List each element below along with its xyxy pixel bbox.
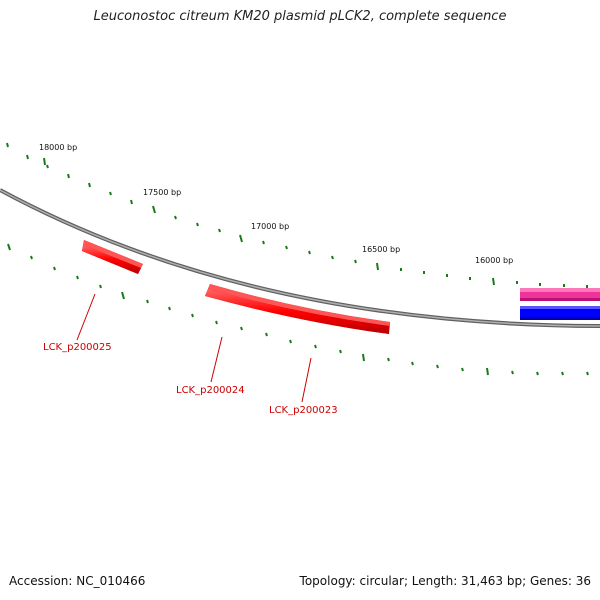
tick-16000 bbox=[492, 277, 495, 286]
tick-label-16500: 16500 bp bbox=[362, 245, 400, 254]
tick-18000 bbox=[43, 157, 46, 166]
gene-label-lck-p200025[interactable]: LCK_p200025 bbox=[43, 342, 112, 353]
outer-tick-marks bbox=[6, 142, 588, 288]
major-tick-marks bbox=[43, 157, 495, 286]
accession-text: Accession: NC_010466 bbox=[9, 574, 146, 588]
gene-label-leaders bbox=[76, 293, 312, 403]
page-title: Leuconostoc citreum KM20 plasmid pLCK2, … bbox=[93, 9, 507, 24]
feature-magenta[interactable] bbox=[520, 288, 600, 301]
inner-tick-marks bbox=[7, 243, 589, 376]
gene-lck-p200024-lck-p200023[interactable] bbox=[205, 284, 390, 334]
tick-label-16000: 16000 bp bbox=[475, 256, 513, 265]
gene-lck-p200025[interactable] bbox=[82, 240, 143, 274]
tick-label-17500: 17500 bp bbox=[143, 188, 181, 197]
feature-blue[interactable] bbox=[520, 306, 600, 320]
tick-label-17000: 17000 bp bbox=[251, 222, 289, 231]
gene-label-lck-p200024[interactable]: LCK_p200024 bbox=[176, 385, 245, 396]
tick-17000 bbox=[239, 234, 243, 243]
tick-16500 bbox=[376, 262, 379, 271]
topology-summary: Topology: circular; Length: 31,463 bp; G… bbox=[299, 574, 591, 588]
gene-label-lck-p200023[interactable]: LCK_p200023 bbox=[269, 405, 338, 416]
tick-17500 bbox=[152, 205, 156, 214]
tick-label-18000: 18000 bp bbox=[39, 143, 77, 152]
